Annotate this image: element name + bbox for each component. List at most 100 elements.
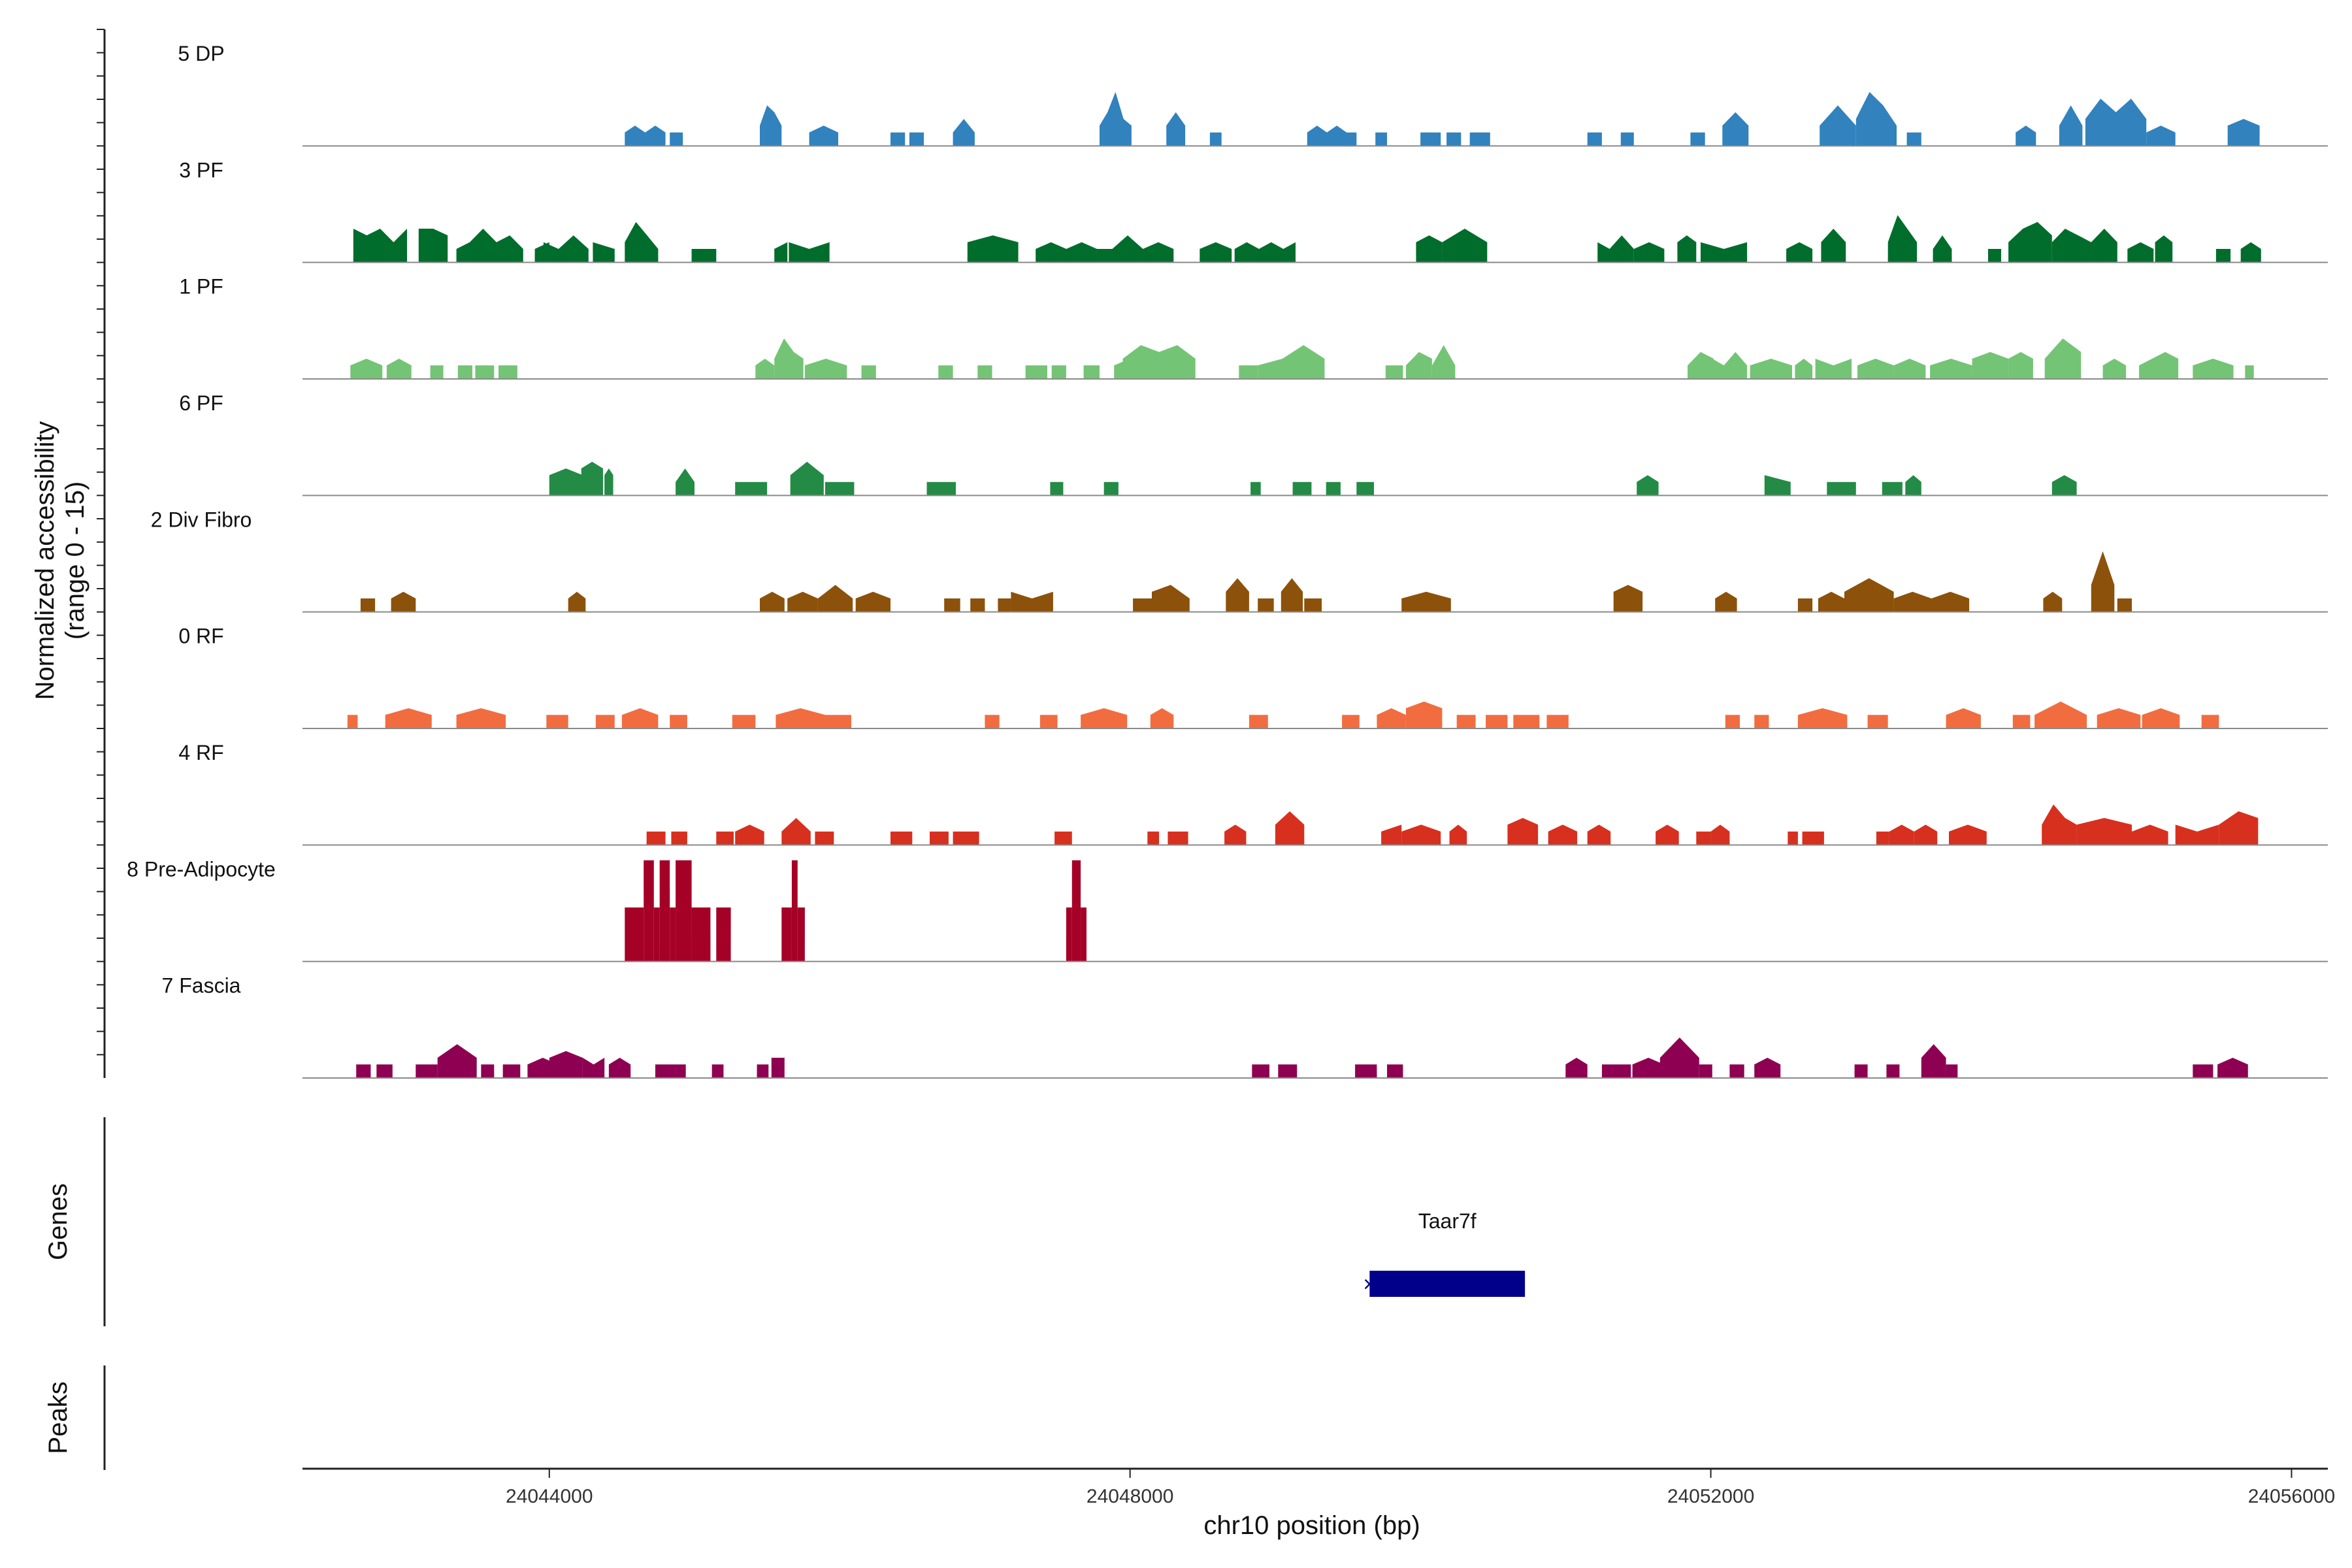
peak-4-rf-31 (2132, 825, 2168, 845)
peak-3-pf-5 (593, 242, 615, 263)
track-label-2-div-fibro: 2 Div Fibro (151, 508, 252, 531)
peak-5-dp-2 (760, 105, 782, 146)
peak-7-fascia-15 (1278, 1064, 1298, 1078)
peak-1-pf-25 (1750, 359, 1792, 379)
peak-1-pf-31 (1972, 351, 2009, 379)
peak-6-pf-17 (1882, 482, 1903, 496)
peak-7-fascia-27 (1921, 1044, 1946, 1078)
peak-0-rf-1 (385, 708, 432, 728)
y-axis-title-line1: Normalized accessibility (31, 421, 59, 700)
peak-2-div-fibro-13 (1226, 578, 1249, 612)
x-tick-label-0: 24044000 (506, 1486, 593, 1507)
peak-1-pf-14 (1083, 365, 1100, 379)
peak-3-pf-23 (1933, 235, 1952, 263)
peak-5-dp-26 (2227, 119, 2260, 146)
peak-8-pre-adipocyte-5 (676, 860, 692, 962)
peak-5-dp-1 (670, 132, 683, 146)
track-6-pf: 6 PF (179, 391, 2328, 497)
peak-0-rf-17 (1405, 701, 1443, 728)
peak-5-dp-21 (1906, 132, 1921, 146)
peak-7-fascia-2 (416, 1064, 438, 1078)
peak-7-fascia-9 (608, 1058, 631, 1078)
peak-5-dp-9 (1209, 132, 1222, 146)
peak-5-dp-5 (909, 132, 924, 146)
peak-2-div-fibro-25 (2091, 551, 2115, 612)
coverage-y-axis-ticks (97, 29, 105, 1056)
peak-2-div-fibro-18 (1613, 585, 1643, 612)
peak-4-rf-29 (2042, 804, 2077, 845)
peak-6-pf-5 (790, 461, 824, 496)
track-2-div-fibro: 2 Div Fibro (151, 508, 2328, 613)
peak-1-pf-6 (755, 359, 775, 379)
x-axis-title: chr10 position (bp) (1203, 1511, 1420, 1540)
peak-2-div-fibro-5 (817, 585, 853, 612)
track-1-pf: 1 PF (179, 275, 2328, 380)
peak-3-pf-11 (1036, 235, 1174, 263)
peak-3-pf-0 (353, 229, 407, 263)
peak-4-rf-2 (716, 831, 734, 845)
peak-0-rf-13 (1150, 708, 1174, 728)
peak-4-rf-0 (646, 831, 666, 845)
peak-1-pf-22 (1431, 345, 1456, 379)
x-tick-label-3: 24056000 (2248, 1486, 2335, 1507)
peak-4-rf-18 (1548, 825, 1578, 845)
peak-0-rf-18 (1456, 715, 1476, 728)
track-4-rf: 4 RF (178, 741, 2328, 846)
peak-5-dp-10 (1307, 125, 1357, 146)
peak-6-pf-0 (549, 468, 583, 496)
peak-2-div-fibro-26 (2117, 598, 2132, 612)
peak-3-pf-12 (1200, 242, 1232, 263)
peak-2-div-fibro-20 (1797, 598, 1813, 612)
peak-4-rf-22 (1710, 825, 1730, 845)
peak-2-div-fibro-7 (944, 598, 960, 612)
peak-2-div-fibro-0 (360, 598, 376, 612)
peak-5-dp-11 (1375, 132, 1387, 146)
track-label-7-fascia: 7 Fascia (162, 974, 241, 998)
peak-7-fascia-10 (655, 1064, 686, 1078)
peak-2-div-fibro-11 (1133, 598, 1152, 612)
peak-8-pre-adipocyte-4 (670, 907, 676, 962)
track-label-6-pf: 6 PF (179, 391, 223, 415)
peak-1-pf-29 (1893, 359, 1926, 379)
peak-6-pf-6 (825, 482, 855, 496)
peak-1-pf-4 (475, 365, 495, 379)
peak-0-rf-9 (825, 715, 851, 728)
peak-0-rf-3 (546, 715, 568, 728)
peak-6-pf-2 (604, 468, 613, 496)
peak-7-fascia-16 (1355, 1064, 1377, 1078)
peak-3-pf-27 (2127, 242, 2154, 263)
peak-2-div-fibro-22 (1844, 578, 1894, 612)
peak-2-div-fibro-1 (391, 591, 416, 612)
peak-3-pf-28 (2155, 235, 2173, 263)
peak-1-pf-8 (804, 359, 847, 379)
peak-3-pf-29 (2215, 249, 2231, 263)
peak-1-pf-34 (2102, 359, 2127, 379)
peak-4-rf-28 (1949, 825, 1987, 845)
peak-0-rf-19 (1486, 715, 1508, 728)
peak-5-dp-16 (1620, 132, 1634, 146)
peak-3-pf-4 (543, 235, 589, 263)
peak-0-rf-7 (732, 715, 756, 728)
peak-7-fascia-4 (481, 1064, 495, 1078)
peak-2-div-fibro-16 (1304, 598, 1322, 612)
peak-3-pf-21 (1821, 229, 1846, 263)
peak-7-fascia-1 (376, 1064, 393, 1078)
peak-6-pf-9 (1103, 482, 1119, 496)
peak-5-dp-24 (2085, 99, 2147, 146)
peak-7-fascia-5 (502, 1064, 521, 1078)
y-axis-title: Normalized accessibility (range 0 - 15) (31, 421, 90, 700)
peak-7-fascia-26 (1886, 1064, 1900, 1078)
peak-6-pf-4 (735, 482, 768, 496)
peak-0-rf-8 (776, 708, 825, 728)
peak-4-rf-25 (1876, 831, 1889, 845)
peak-1-pf-5 (498, 365, 517, 379)
peak-4-rf-26 (1889, 825, 1914, 845)
peak-7-fascia-29 (2193, 1064, 2213, 1078)
peak-5-dp-25 (2146, 125, 2176, 146)
peak-3-pf-19 (1701, 242, 1748, 263)
peak-4-rf-11 (1168, 831, 1188, 845)
peak-4-rf-33 (2219, 811, 2259, 845)
peak-8-pre-adipocyte-7 (716, 907, 731, 962)
track-label-3-pf: 3 PF (179, 158, 223, 182)
peak-5-dp-22 (2016, 125, 2036, 146)
